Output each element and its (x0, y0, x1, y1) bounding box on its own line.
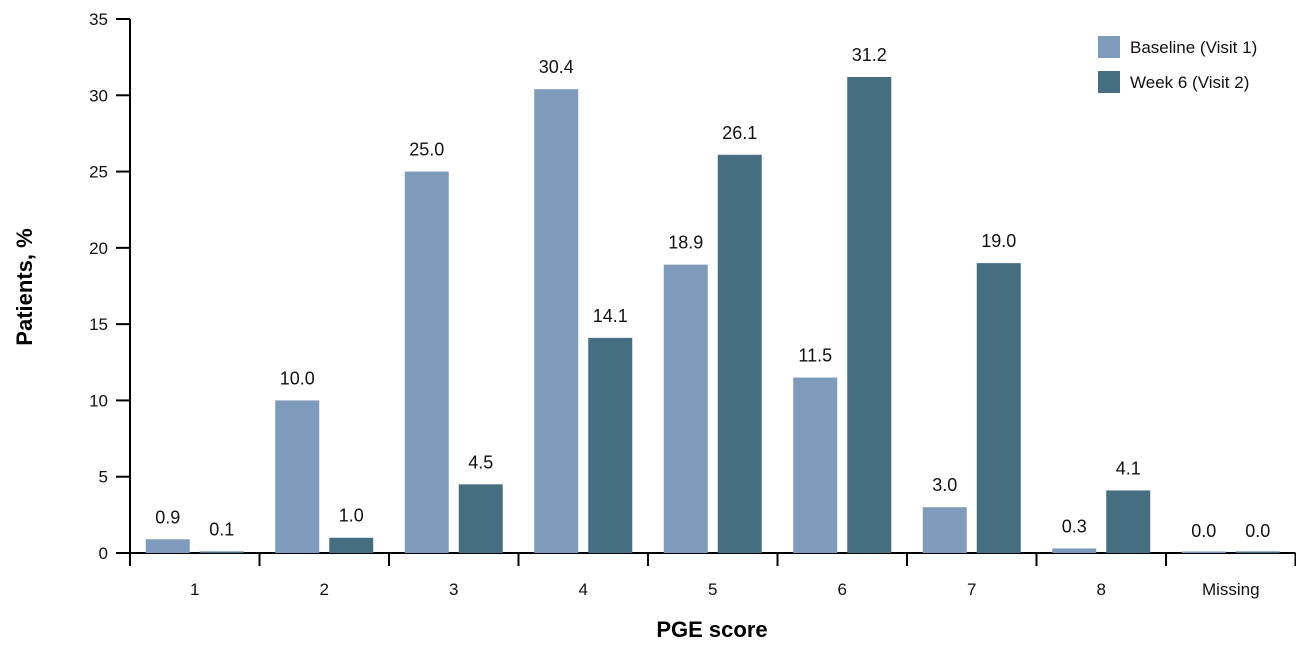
bar-week6-5 (717, 154, 762, 553)
bar-value-label: 26.1 (722, 123, 757, 143)
bar-value-label: 19.0 (981, 231, 1016, 251)
y-tick-label: 15 (89, 315, 108, 334)
bar-value-label: 0.9 (155, 507, 180, 527)
bar-week6-7 (976, 263, 1021, 553)
bar-value-label: 10.0 (280, 368, 315, 388)
bar-value-label: 25.0 (409, 140, 444, 160)
bar-baseline-6 (793, 377, 838, 553)
bar-value-label: 18.9 (668, 233, 703, 253)
bar-baseline-1 (145, 539, 190, 553)
y-tick-label: 35 (89, 10, 108, 29)
bar-value-label: 4.1 (1116, 458, 1141, 478)
bar-week6-4 (588, 337, 633, 553)
x-tick-label: 2 (320, 580, 329, 599)
bar-week6-3 (458, 484, 503, 553)
x-tick-label: 4 (579, 580, 588, 599)
y-tick-label: 5 (99, 468, 108, 487)
bar-value-label: 31.2 (852, 45, 887, 65)
x-axis: 1 2 3 4 5 6 7 8 Missing (129, 552, 1296, 599)
legend-label: Week 6 (Visit 2) (1130, 73, 1249, 92)
bar-value-label: 0.1 (209, 519, 234, 539)
y-tick-label: 20 (89, 239, 108, 258)
bar-baseline-4 (534, 89, 579, 553)
bar-week6-6 (847, 76, 892, 553)
bar-value-labels: 0.9 10.0 25.0 30.4 18.9 11.5 3.0 0.3 0.0 0.1 1.0 4.… (155, 45, 1270, 541)
bar-value-label: 4.5 (468, 452, 493, 472)
bar-value-label: 1.0 (339, 506, 364, 526)
bar-week6-8 (1106, 490, 1151, 553)
x-tick-label: Missing (1202, 580, 1260, 599)
x-tick-label: 3 (449, 580, 458, 599)
bar-baseline-7 (922, 507, 967, 553)
x-tick-label: 5 (708, 580, 717, 599)
bar-value-label: 3.0 (932, 475, 957, 495)
x-tick-label: 8 (1097, 580, 1106, 599)
bar-baseline-5 (663, 264, 708, 553)
bar-value-label: 30.4 (539, 57, 574, 77)
legend-label: Baseline (Visit 1) (1130, 38, 1257, 57)
bar-week6-1 (199, 551, 244, 553)
bar-week6-missing (1235, 551, 1280, 553)
legend-swatch (1098, 71, 1120, 93)
y-axis-title: Patients, % (12, 228, 37, 345)
bar-baseline-missing (1181, 551, 1226, 553)
bar-value-label: 0.0 (1245, 521, 1270, 541)
x-tick-label: 6 (838, 580, 847, 599)
bar-value-label: 0.0 (1191, 521, 1216, 541)
y-axis: 0 5 10 15 20 25 30 35 (89, 10, 131, 563)
legend: Baseline (Visit 1) Week 6 (Visit 2) (1098, 36, 1257, 93)
bar-week6-2 (329, 537, 374, 553)
legend-swatch (1098, 36, 1120, 58)
bar-value-label: 11.5 (798, 346, 832, 366)
y-tick-label: 0 (99, 544, 108, 563)
y-tick-label: 25 (89, 163, 108, 182)
bar-value-label: 14.1 (593, 306, 628, 326)
y-tick-label: 10 (89, 391, 108, 410)
bar-baseline-8 (1052, 548, 1097, 553)
bars (145, 76, 1280, 554)
x-axis-title: PGE score (656, 617, 767, 642)
x-tick-label: 1 (190, 580, 199, 599)
bar-baseline-3 (404, 171, 449, 554)
y-tick-label: 30 (89, 86, 108, 105)
bar-baseline-2 (275, 400, 320, 553)
bar-value-label: 0.3 (1062, 516, 1087, 536)
x-tick-label: 7 (967, 580, 976, 599)
